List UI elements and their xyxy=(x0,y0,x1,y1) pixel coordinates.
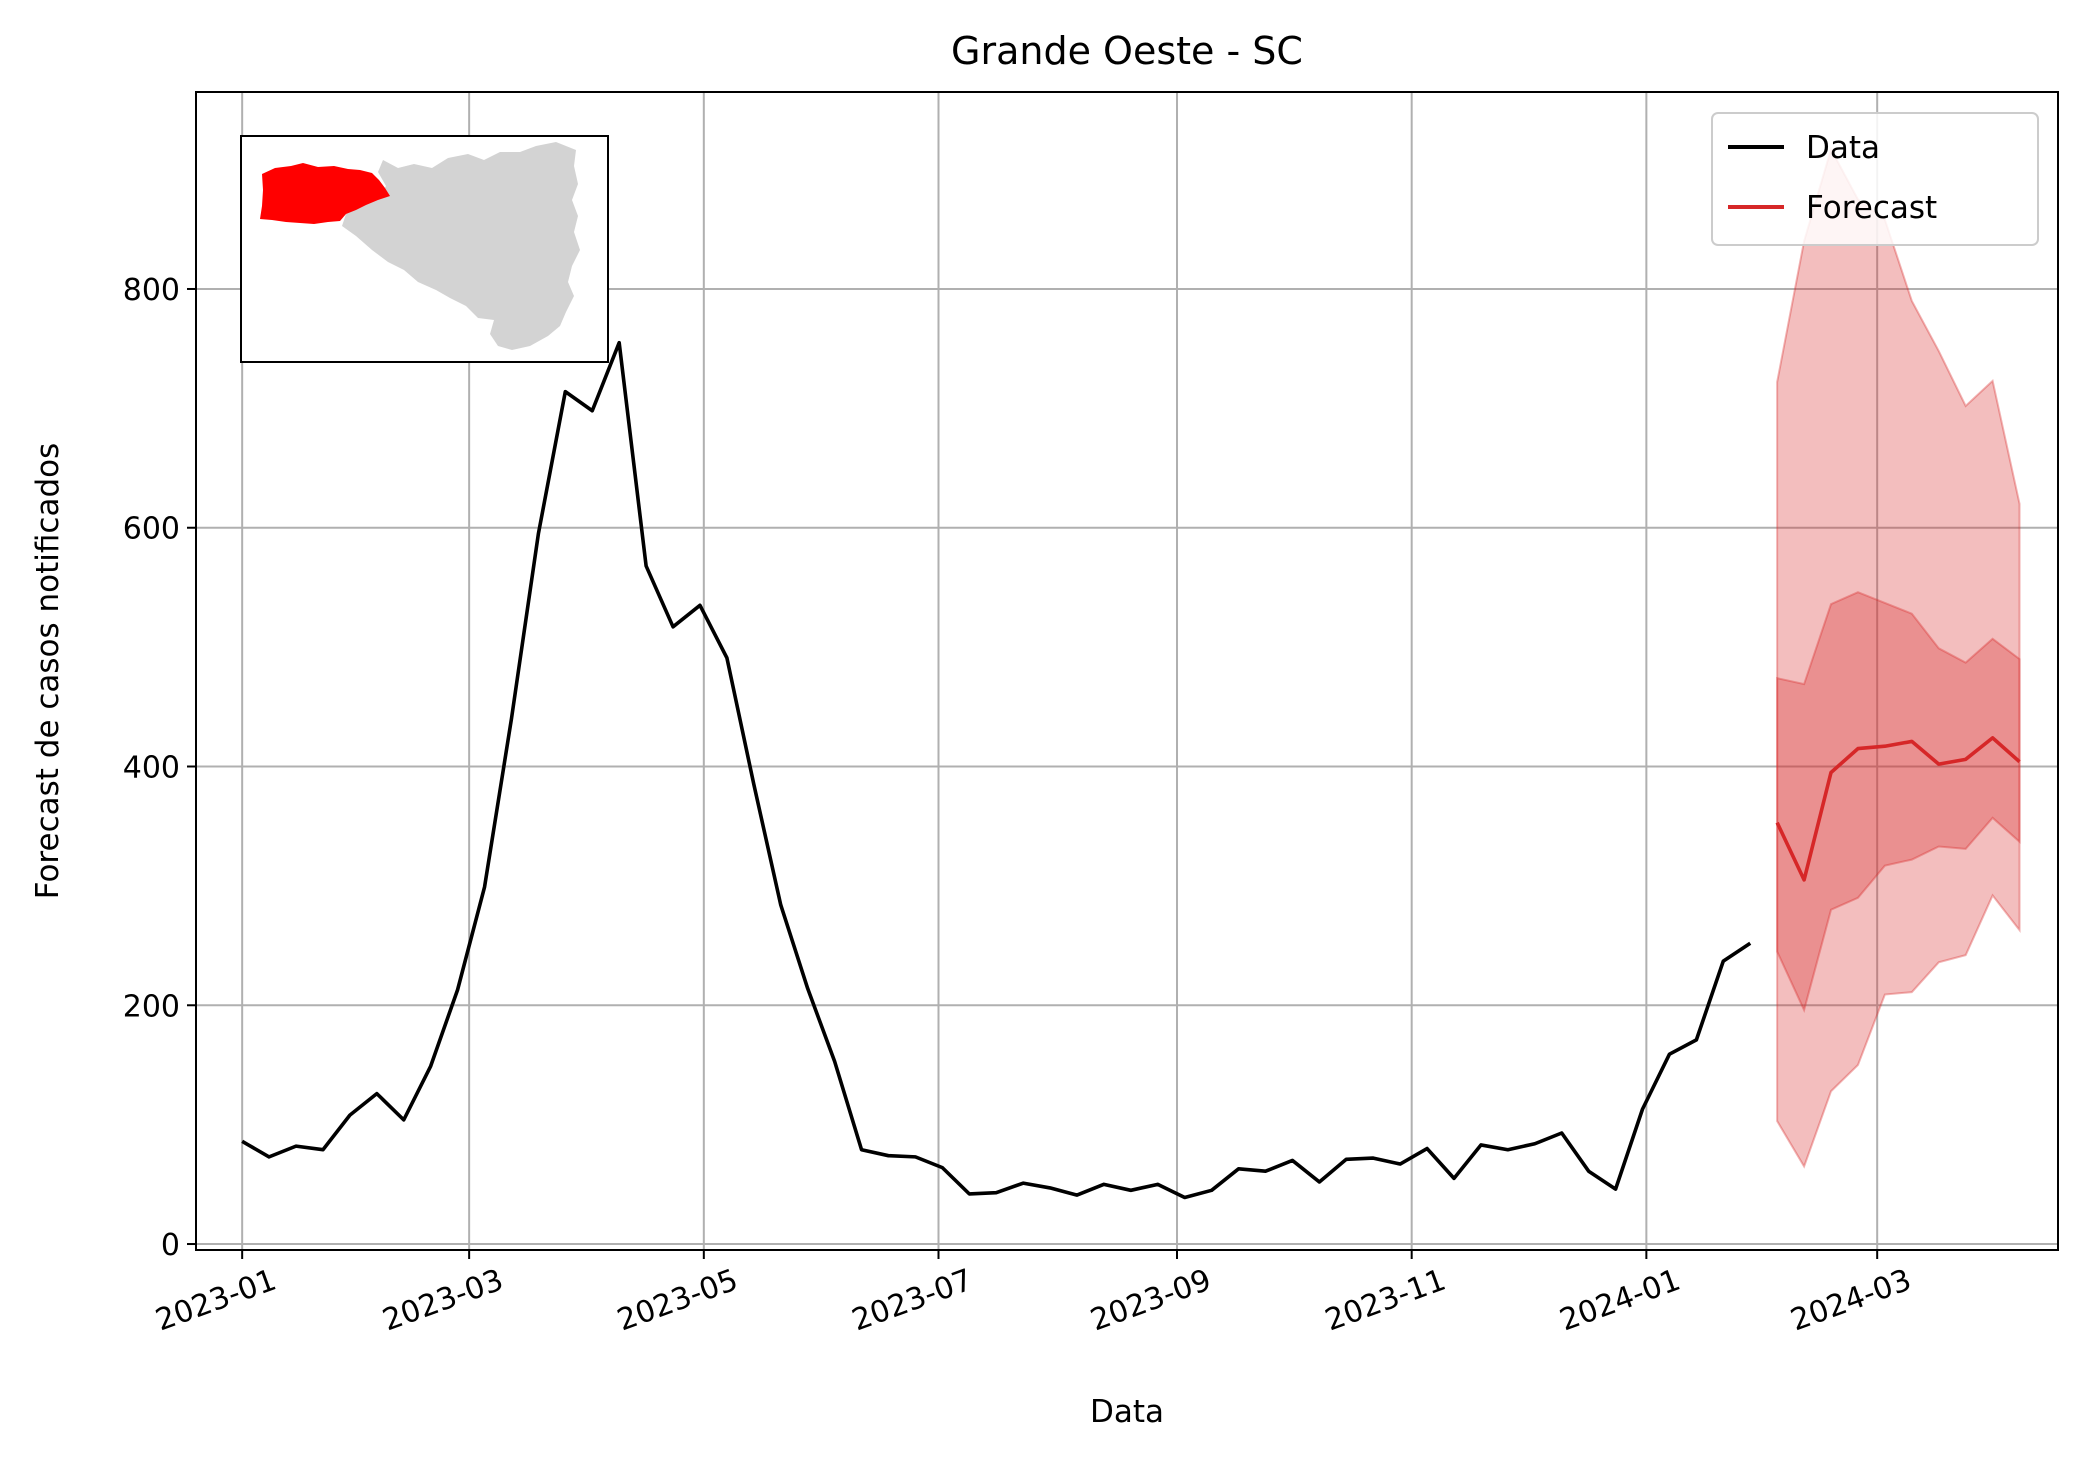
inset-map-highlight-region xyxy=(260,163,390,224)
y-tick-label: 800 xyxy=(123,273,180,308)
legend-label-forecast: Forecast xyxy=(1806,190,1937,226)
y-tick-label: 200 xyxy=(123,989,180,1024)
plot-area-frame xyxy=(195,91,2059,1251)
legend-label-data: Data xyxy=(1806,130,1880,166)
x-axis-label: Data xyxy=(1090,1394,1164,1430)
y-tick-label: 0 xyxy=(161,1228,180,1263)
data-series-line xyxy=(241,340,1752,1200)
forecast-bands xyxy=(1776,146,2021,1169)
legend: Data Forecast xyxy=(1711,112,2039,246)
legend-box xyxy=(1711,112,2039,246)
inset-map-state-shape xyxy=(342,142,580,350)
y-tick-label: 600 xyxy=(123,512,180,547)
y-tick-label: 400 xyxy=(123,751,180,786)
grid xyxy=(196,92,2058,1250)
forecast-inner-interval xyxy=(1776,591,2021,1013)
inset-map xyxy=(240,135,609,363)
chart-title: Grande Oeste - SC xyxy=(951,29,1303,73)
forecast-median-line xyxy=(1775,736,2021,882)
y-axis-label: Forecast de casos notificados xyxy=(30,443,66,900)
series-lines xyxy=(241,340,2021,1200)
